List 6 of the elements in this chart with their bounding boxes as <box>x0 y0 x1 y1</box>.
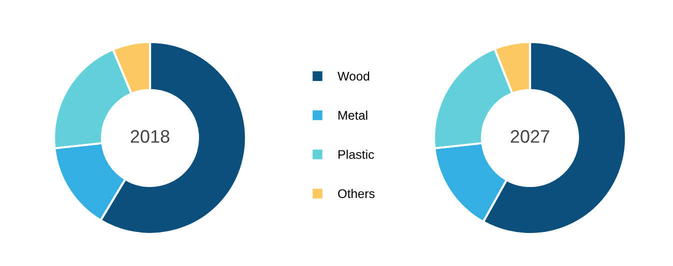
legend-label: Metal <box>338 110 368 120</box>
text: 2018 <box>130 130 170 143</box>
legend-label: Others <box>338 188 375 198</box>
legend-label: Wood <box>338 71 370 81</box>
legend-label: Plastic <box>338 150 374 159</box>
text: 2027 <box>510 130 550 143</box>
